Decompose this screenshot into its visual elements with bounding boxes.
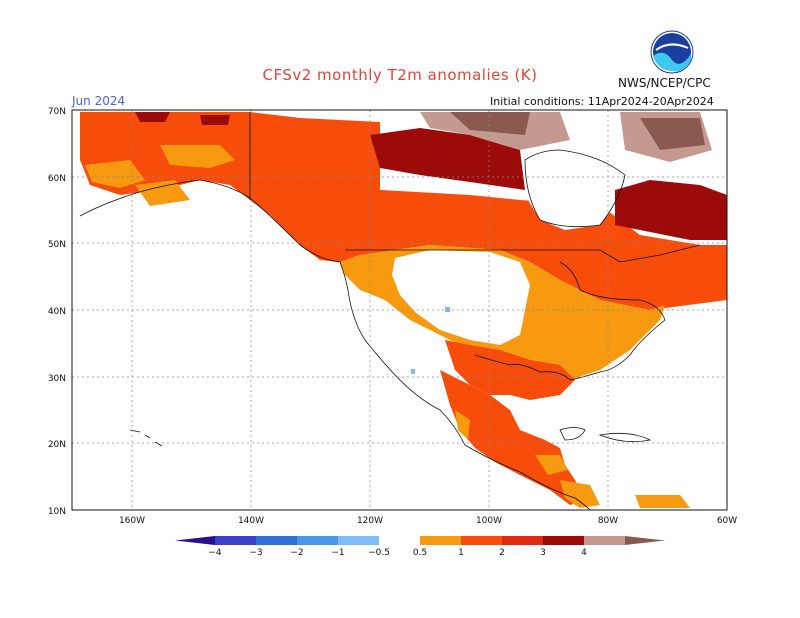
lat-tick: 20N — [48, 440, 66, 450]
colorbar-swatch — [297, 536, 338, 545]
colorbar-label: 4 — [581, 548, 587, 558]
colorbar-label: −2 — [290, 548, 303, 558]
agency-label: NWS/NCEP/CPC — [618, 76, 711, 90]
lon-tick: 60W — [717, 516, 737, 526]
lon-tick: 140W — [238, 516, 264, 526]
colorbar-swatch — [338, 536, 379, 545]
lat-tick: 60N — [48, 174, 66, 184]
lat-ticks: 10N 20N 30N 40N 50N 60N 70N — [48, 107, 66, 517]
lat-tick: 30N — [48, 374, 66, 384]
colorbar-arrow-left — [175, 536, 215, 545]
colorbar-swatch — [584, 536, 625, 545]
lat-tick: 70N — [48, 107, 66, 117]
colorbar-swatch — [420, 536, 461, 545]
noaa-logo — [650, 30, 694, 74]
colorbar-label: −4 — [208, 548, 222, 558]
colorbar-swatch — [502, 536, 543, 545]
anomaly-fields — [80, 112, 727, 508]
lon-tick: 80W — [598, 516, 618, 526]
lat-tick: 10N — [48, 507, 66, 517]
coastlines — [79, 112, 701, 511]
colorbar-label: 0.5 — [413, 548, 427, 558]
colorbar-swatch — [215, 536, 256, 545]
lon-tick: 120W — [357, 516, 383, 526]
lon-tick: 160W — [119, 516, 145, 526]
colorbar-label: 1 — [458, 548, 464, 558]
lon-tick: 100W — [476, 516, 502, 526]
valid-month: Jun 2024 — [72, 94, 126, 108]
colorbar: −4 −3 −2 −1 −0.5 0.5 1 2 3 4 — [175, 536, 665, 558]
colorbar-swatch — [461, 536, 502, 545]
colorbar-label: −0.5 — [368, 548, 390, 558]
initial-conditions: Initial conditions: 11Apr2024-20Apr2024 — [490, 95, 714, 108]
lat-tick: 40N — [48, 307, 66, 317]
lon-ticks: 160W 140W 120W 100W 80W 60W — [119, 516, 737, 526]
graticule — [72, 110, 727, 510]
colorbar-swatch — [543, 536, 584, 545]
colorbar-label: 2 — [499, 548, 505, 558]
colorbar-swatch — [379, 536, 420, 545]
colorbar-label: −3 — [249, 548, 262, 558]
colorbar-arrow-right — [625, 536, 665, 545]
colorbar-swatch — [256, 536, 297, 545]
colorbar-label: 3 — [540, 548, 546, 558]
map-title: CFSv2 monthly T2m anomalies (K) — [262, 66, 538, 84]
lat-tick: 50N — [48, 240, 66, 250]
colorbar-label: −1 — [331, 548, 344, 558]
